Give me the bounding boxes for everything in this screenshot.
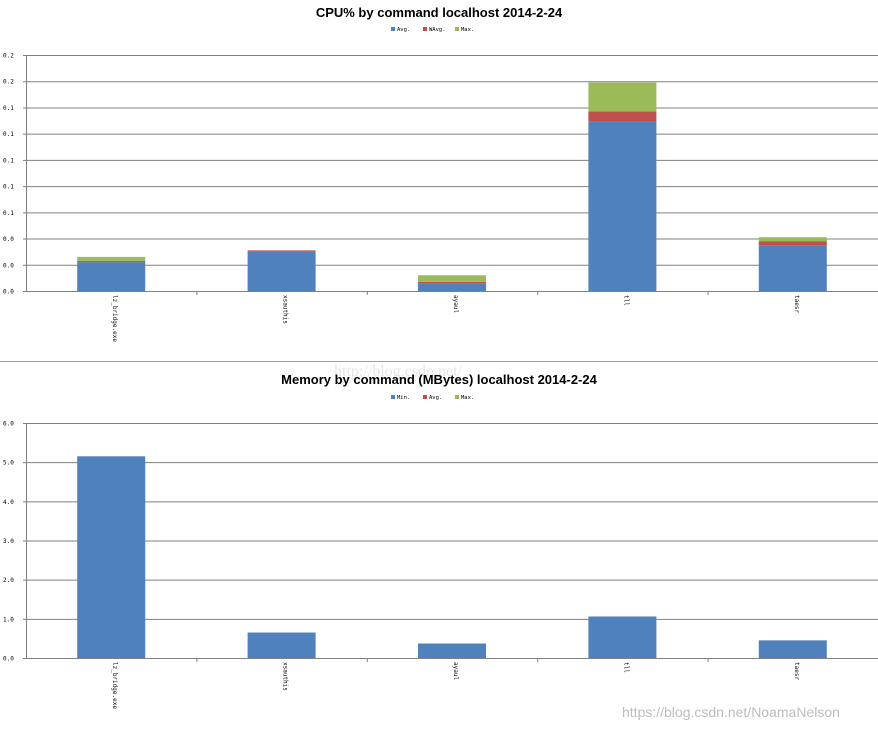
legend-label-3: Max. — [461, 395, 474, 401]
chart-title: Memory by command (MBytes) localhost 201… — [281, 372, 597, 387]
legend-label-3: Max. — [461, 27, 474, 33]
x-tick-label: lz_bridge.exe — [111, 295, 118, 342]
y-tick-label: 0.0 — [3, 236, 14, 243]
y-tick-label: 0.1 — [3, 131, 14, 138]
bar-ayaul-min — [418, 643, 486, 658]
legend-label-2: Avg. — [429, 395, 442, 401]
bar-tll-min — [588, 616, 657, 658]
y-tick-label: 0.1 — [3, 157, 14, 164]
y-tick-label: 0.0 — [3, 656, 14, 663]
y-tick-label: 0.1 — [3, 184, 14, 191]
bar-ayaul-avg — [418, 283, 486, 291]
legend-label-2: WAvg. — [429, 27, 446, 33]
y-tick-label: 0.0 — [3, 289, 14, 296]
y-tick-label: 0.0 — [3, 262, 14, 269]
bar-xsauthis-wavg — [247, 250, 316, 252]
y-tick-label: 0.1 — [3, 105, 14, 112]
bar-taesr-wavg — [758, 241, 827, 246]
x-tick-label: ayaul — [452, 295, 459, 313]
x-tick-label: taesr — [793, 295, 800, 313]
y-tick-label: 3.0 — [3, 538, 14, 545]
bar-lz_bridge.exe-wavg — [77, 260, 146, 263]
x-tick-label: xsauthis — [282, 662, 289, 691]
bar-tll-avg — [588, 121, 657, 291]
bar-tll-wavg — [588, 111, 657, 122]
y-tick-label: 5.0 — [3, 460, 14, 467]
y-tick-label: 0.1 — [3, 210, 14, 217]
x-tick-label: xsauthis — [282, 295, 289, 324]
bar-lz_bridge.exe-avg — [77, 262, 146, 291]
x-tick-label: lz_bridge.exe — [111, 662, 118, 709]
y-tick-label: 1.0 — [3, 616, 14, 623]
bar-lz_bridge.exe-min — [77, 456, 146, 658]
legend-swatch-2 — [423, 27, 427, 31]
bar-taesr-avg — [758, 245, 827, 291]
legend-label-1: Avg. — [397, 27, 410, 33]
legend-label-1: Min. — [397, 395, 410, 401]
bar-ayaul-max — [418, 275, 486, 282]
bottom-watermark: https://blog.csdn.net/NoamaNelson — [622, 704, 840, 720]
bar-xsauthis-min — [247, 632, 316, 658]
legend-swatch-2 — [423, 395, 427, 399]
legend-swatch-3 — [455, 395, 459, 399]
y-tick-label: 0.2 — [3, 79, 14, 86]
x-tick-label: tll — [622, 295, 629, 306]
bar-ayaul-wavg — [418, 281, 486, 284]
legend-swatch-1 — [391, 395, 395, 399]
x-tick-label: tll — [622, 662, 629, 673]
y-tick-label: 0.2 — [3, 53, 14, 60]
y-tick-label: 2.0 — [3, 577, 14, 584]
bar-xsauthis-avg — [247, 251, 316, 291]
cpu-chart: CPU% by command localhost 2014-2-24 Avg. W… — [3, 5, 878, 342]
legend-swatch-3 — [455, 27, 459, 31]
bar-lz_bridge.exe-max — [77, 256, 146, 261]
x-tick-label: taesr — [793, 662, 800, 680]
chart-title: CPU% by command localhost 2014-2-24 — [316, 5, 563, 20]
bar-taesr-min — [758, 640, 827, 658]
y-tick-label: 6.0 — [3, 421, 14, 428]
legend-swatch-1 — [391, 27, 395, 31]
x-tick-label: ayaul — [452, 662, 459, 680]
y-tick-label: 4.0 — [3, 499, 14, 506]
bar-tll-max — [588, 82, 657, 112]
memory-chart: Memory by command (MBytes) localhost 201… — [3, 372, 878, 709]
middle-watermark: http://blog.csdn.net/ — [334, 363, 463, 380]
bar-taesr-max — [758, 237, 827, 242]
